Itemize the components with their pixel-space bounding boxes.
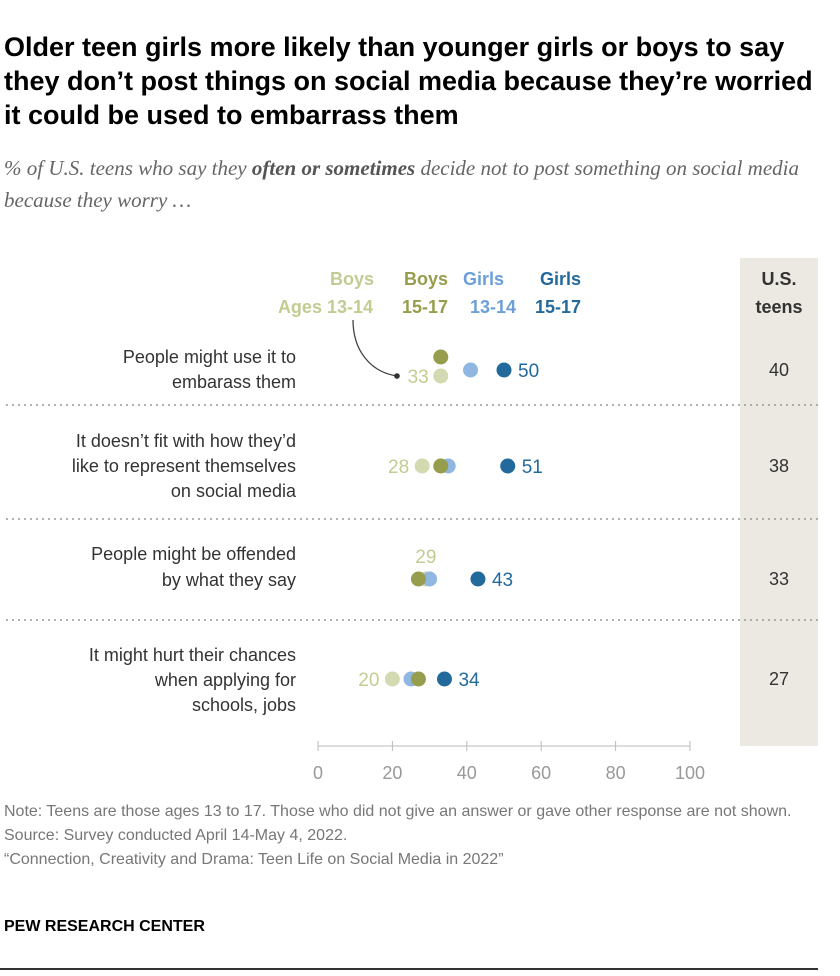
data-label: 28 xyxy=(388,457,409,478)
data-dot xyxy=(433,458,449,474)
total-header: teens xyxy=(755,297,802,317)
legend-leader-line xyxy=(352,319,398,377)
category-label: People might be offended xyxy=(91,544,296,564)
leader-dot xyxy=(394,373,400,379)
legend-label: 13-14 xyxy=(470,297,516,317)
chart-title: Older teen girls more likely than younge… xyxy=(4,32,813,130)
category-label: embarass them xyxy=(172,372,296,392)
x-tick-label: 40 xyxy=(457,763,477,783)
category-label: It doesn’t fit with how they’d xyxy=(76,431,296,451)
data-dot xyxy=(422,571,438,587)
x-tick-label: 0 xyxy=(313,763,323,783)
category-label: schools, jobs xyxy=(192,695,296,715)
data-dot xyxy=(384,671,400,687)
data-dot xyxy=(433,349,449,365)
brand-logo-text: PEW RESEARCH CENTER xyxy=(4,918,205,935)
data-dot xyxy=(433,368,449,384)
x-tick-label: 60 xyxy=(531,763,551,783)
data-label: 43 xyxy=(492,570,513,591)
total-value: 33 xyxy=(769,569,789,589)
chart-subtitle: % of U.S. teens who say they often or so… xyxy=(4,152,824,216)
data-dot xyxy=(410,571,426,587)
legend-label: 15-17 xyxy=(402,297,448,317)
notes: Note: Teens are those ages 13 to 17. Tho… xyxy=(4,800,824,872)
data-dot xyxy=(436,671,452,687)
category-label: It might hurt their chances xyxy=(89,645,296,665)
source-text: Source: Survey conducted April 14-May 4,… xyxy=(4,827,348,844)
data-label: 51 xyxy=(522,457,543,478)
total-value: 27 xyxy=(769,669,789,689)
category-label: when applying for xyxy=(154,670,296,690)
total-value: 40 xyxy=(769,360,789,380)
report-text: “Connection, Creativity and Drama: Teen … xyxy=(4,851,504,868)
data-label: 29 xyxy=(415,547,436,568)
total-column-bg xyxy=(740,258,818,746)
data-dot xyxy=(500,458,516,474)
data-label: 50 xyxy=(518,361,539,382)
category-label: on social media xyxy=(171,481,297,501)
total-header: U.S. xyxy=(761,269,796,289)
legend-label: Ages 13-14 xyxy=(278,297,373,317)
bottom-rule xyxy=(0,968,818,970)
legend-label: Girls xyxy=(463,269,504,289)
data-label: 34 xyxy=(458,670,480,691)
x-tick-label: 100 xyxy=(675,763,705,783)
data-dot xyxy=(410,671,426,687)
data-dot xyxy=(470,571,486,587)
subtitle-text-end: decide not to post something on social m… xyxy=(4,156,799,212)
data-dot xyxy=(463,362,479,378)
legend-label: Boys xyxy=(404,269,448,289)
x-tick-label: 80 xyxy=(606,763,626,783)
data-dot xyxy=(414,458,430,474)
x-tick-label: 20 xyxy=(382,763,402,783)
subtitle-emphasis: often or sometimes xyxy=(251,156,416,180)
legend-label: Boys xyxy=(330,269,374,289)
data-label: 20 xyxy=(358,670,379,691)
category-label: by what they say xyxy=(162,570,296,590)
category-label: People might use it to xyxy=(123,347,296,367)
data-dot xyxy=(496,362,512,378)
total-value: 38 xyxy=(769,456,789,476)
legend-label: 15-17 xyxy=(535,297,581,317)
data-label: 33 xyxy=(408,367,429,388)
category-label: like to represent themselves xyxy=(72,456,296,476)
subtitle-text: % of U.S. teens who say they xyxy=(4,156,252,180)
legend-label: Girls xyxy=(540,269,581,289)
note-text: Note: Teens are those ages 13 to 17. Tho… xyxy=(4,803,792,820)
